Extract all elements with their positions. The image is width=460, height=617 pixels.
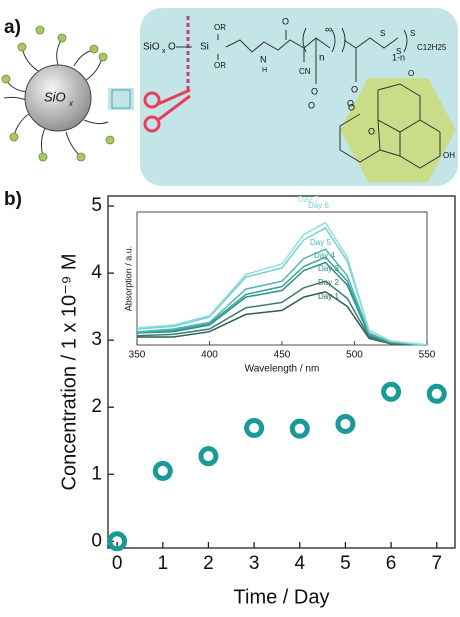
x-tick-label: 4	[294, 553, 305, 574]
y-axis-label: Concentration / 1 x 10⁻⁹ M	[58, 253, 80, 490]
chem-label: O	[368, 126, 375, 136]
chem-label: CN	[299, 67, 311, 76]
y-tick-label: 2	[91, 396, 102, 417]
y-tick-label: 4	[91, 262, 102, 283]
series-label: Day 7	[298, 195, 319, 204]
inset-chart: 350 400 450 500 550 Wavelength / nm Absorption…	[123, 195, 435, 375]
data-point	[201, 449, 216, 464]
chem-label: n	[319, 53, 325, 64]
x-tick-label: 7	[431, 553, 442, 574]
panel-label: a)	[4, 17, 21, 38]
figure: SiOxSiOxOSiORORNHOCNnOO∞OO1-nSSSC12H25OO…	[0, 0, 460, 612]
data-point	[338, 416, 353, 431]
x-tick-label: 0	[112, 553, 123, 574]
chem-label: O	[311, 86, 318, 96]
data-point	[292, 421, 307, 436]
x-axis-label: Time / Day	[234, 586, 330, 608]
chem-label: ∞	[325, 25, 332, 36]
chem-label: C12H25	[417, 43, 447, 52]
chem-label: SiO	[44, 89, 66, 104]
chem-label: S	[396, 47, 401, 56]
series-label: Day 1	[318, 292, 339, 301]
chem-label: S	[380, 29, 385, 38]
data-point	[384, 384, 399, 399]
chem-label: O	[282, 16, 289, 26]
x-tick-label: 450	[274, 350, 291, 361]
y-tick-label: 5	[91, 195, 102, 216]
y-tick-label: 3	[91, 329, 102, 350]
series-label: Day 5	[310, 238, 331, 247]
x-tick-label: 2	[203, 553, 214, 574]
x-tick-label: 5	[340, 553, 351, 574]
data-point	[110, 534, 125, 549]
chem-label: N	[260, 54, 267, 64]
chem-label: Si	[200, 42, 209, 53]
x-tick-label: 550	[419, 350, 436, 361]
chem-label: OR	[214, 61, 226, 70]
panel-label: b)	[4, 189, 22, 210]
chem-label: SiO	[143, 42, 160, 53]
x-tick-label: 400	[201, 350, 218, 361]
x-tick-label: 3	[249, 553, 260, 574]
x-tick-label: 6	[386, 553, 397, 574]
chem-label: O	[351, 84, 358, 94]
chem-label: x	[162, 48, 166, 55]
chem-label: O	[168, 42, 176, 53]
chem-label: O	[348, 102, 355, 112]
series-label: Day 2	[318, 278, 339, 287]
schematic	[2, 8, 458, 186]
y-tick-label: 1	[91, 463, 102, 484]
chem-label: S	[410, 29, 415, 38]
data-point	[247, 420, 262, 435]
data-point	[429, 386, 444, 401]
x-tick-label: 1	[158, 553, 169, 574]
x-tick-label: 350	[129, 350, 146, 361]
x-axis-label: Wavelength / nm	[245, 364, 320, 375]
data-point	[155, 463, 170, 478]
y-tick-label: 0	[91, 530, 102, 551]
chem-label: O	[408, 69, 414, 78]
y-axis-label: Absorption / a.u.	[123, 246, 133, 312]
chem-label: OR	[214, 23, 226, 32]
x-tick-label: 500	[346, 350, 363, 361]
chem-label: H	[262, 67, 267, 74]
chem-label: OH	[443, 151, 455, 160]
chem-label: O	[308, 100, 315, 110]
